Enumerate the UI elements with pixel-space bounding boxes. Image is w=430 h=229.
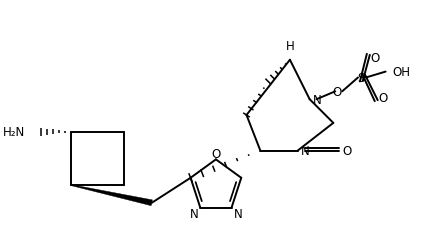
Text: O: O xyxy=(342,144,351,157)
Text: O: O xyxy=(211,148,221,161)
Text: N: N xyxy=(301,144,310,157)
Polygon shape xyxy=(71,185,152,206)
Text: N: N xyxy=(190,207,198,220)
Text: O: O xyxy=(379,91,388,104)
Text: OH: OH xyxy=(393,66,411,79)
Text: O: O xyxy=(333,85,342,98)
Text: O: O xyxy=(371,52,380,65)
Text: S: S xyxy=(357,72,365,85)
Text: H: H xyxy=(286,40,294,53)
Text: H₂N: H₂N xyxy=(3,126,25,139)
Text: N: N xyxy=(313,93,321,106)
Text: N: N xyxy=(233,207,242,220)
